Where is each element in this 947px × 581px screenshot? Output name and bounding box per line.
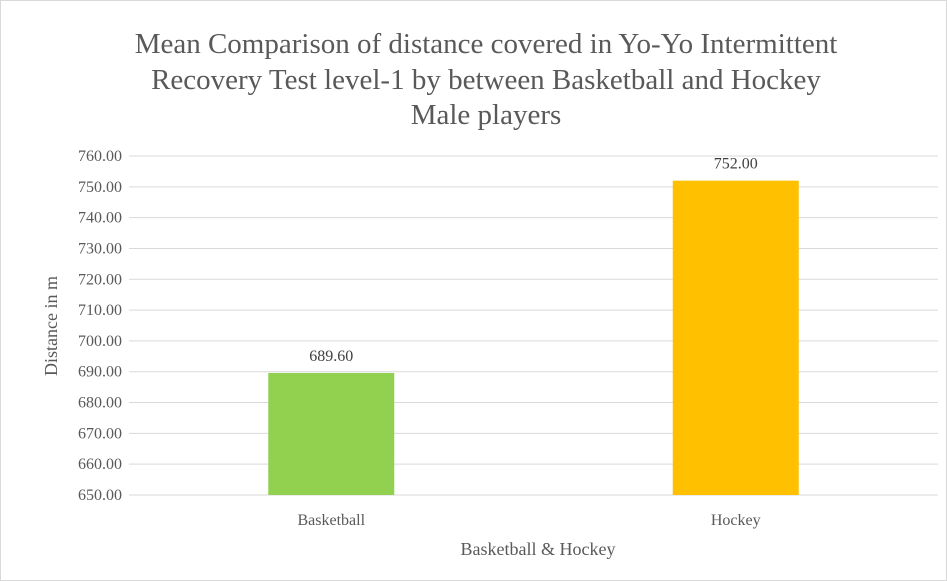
- y-tick-label: 660.00: [78, 456, 122, 473]
- y-tick-label: 740.00: [78, 210, 122, 227]
- y-axis-tick-labels: 650.00 660.00 670.00 680.00 690.00 700.00 710.…: [78, 148, 122, 504]
- gridlines: [129, 156, 938, 495]
- bars: [268, 181, 799, 495]
- bar-basketball: [268, 373, 394, 495]
- y-tick-label: 760.00: [78, 148, 122, 165]
- y-tick-label: 730.00: [78, 240, 122, 257]
- y-tick-label: 750.00: [78, 179, 122, 196]
- y-tick-label: 670.00: [78, 425, 122, 442]
- y-axis-title: Distance in m: [41, 276, 61, 376]
- category-label-basketball: Basketball: [297, 512, 365, 529]
- y-tick-label: 690.00: [78, 364, 122, 381]
- category-label-hockey: Hockey: [711, 512, 761, 529]
- data-label-hockey: 752.00: [714, 156, 758, 173]
- y-tick-label: 710.00: [78, 302, 122, 319]
- chart-title-line-2: Recovery Test level-1 by between Basketb…: [151, 64, 821, 96]
- chart-title-line-3: Male players: [411, 99, 562, 131]
- chart-title-line-1: Mean Comparison of distance covered in Y…: [135, 28, 838, 60]
- x-axis-title: Basketball & Hockey: [461, 539, 616, 559]
- y-tick-label: 650.00: [78, 487, 122, 504]
- y-tick-label: 700.00: [78, 333, 122, 350]
- data-label-basketball: 689.60: [309, 348, 353, 365]
- x-axis-category-labels: Basketball Hockey: [297, 512, 760, 529]
- bar-hockey: [673, 181, 799, 495]
- y-tick-label: 680.00: [78, 395, 122, 412]
- y-tick-label: 720.00: [78, 271, 122, 288]
